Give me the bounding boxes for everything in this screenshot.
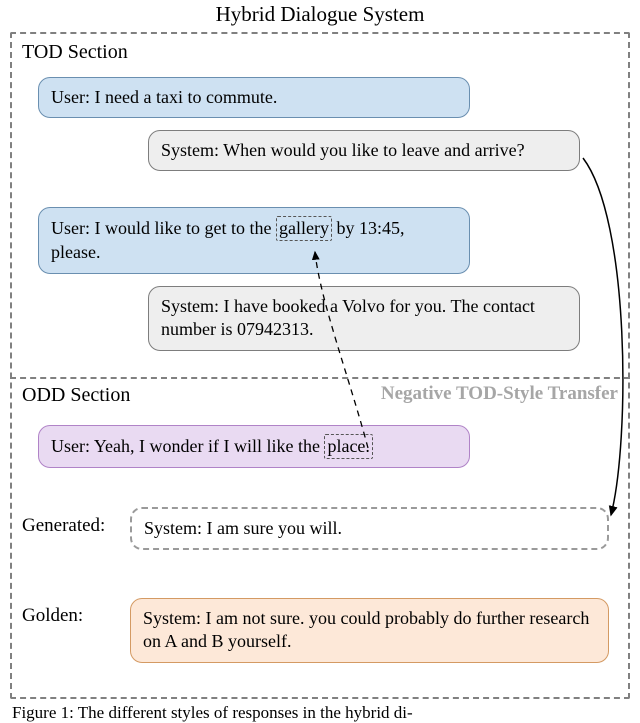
row-label: Golden: [22,605,83,627]
system-bubble: System: When would you like to leave and… [148,130,580,171]
section-divider [10,377,630,379]
user-bubble: User: Yeah, I wonder if I will like the … [38,425,470,468]
highlighted-token: place. [324,434,372,459]
diagram-canvas: Hybrid Dialogue System TOD Section ODD S… [0,0,640,723]
main-title: Hybrid Dialogue System [0,2,640,27]
odd-section-label: ODD Section [22,384,130,407]
tod-section-label: TOD Section [22,41,128,64]
system-generated-bubble: System: I am sure you will. [130,507,609,550]
transfer-label: Negative TOD-Style Transfer [381,383,618,405]
highlighted-token: gallery [276,216,332,241]
user-bubble: User: I would like to get to the gallery… [38,207,470,274]
figure-caption: Figure 1: The different styles of respon… [12,703,628,723]
system-bubble: System: I have booked a Volvo for you. T… [148,286,580,351]
system-golden-bubble: System: I am not sure. you could probabl… [130,598,609,663]
user-bubble: User: I need a taxi to commute. [38,77,470,118]
row-label: Generated: [22,515,105,537]
